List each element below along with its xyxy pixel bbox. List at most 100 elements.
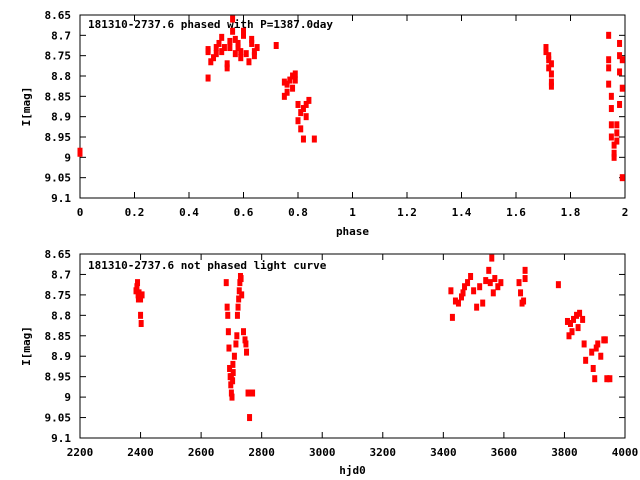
- unphased-data-point: [138, 320, 144, 328]
- unphased-data-point: [498, 279, 504, 287]
- unphased-x-tick-label: 3000: [309, 446, 336, 459]
- phased-data-point: [77, 149, 83, 157]
- phased-x-tick-label: 0: [77, 206, 84, 219]
- phased-y-tick-label: 9.1: [51, 192, 71, 205]
- unphased-data-point: [489, 254, 495, 262]
- unphased-x-tick-label: 4000: [612, 446, 639, 459]
- unphased-chart-title: 181310-2737.6 not phased light curve: [88, 259, 327, 272]
- unphased-data-point: [226, 344, 232, 352]
- unphased-data-point: [138, 295, 144, 303]
- phased-data-point: [232, 50, 238, 58]
- unphased-x-tick-label: 3600: [491, 446, 518, 459]
- unphased-data-point: [568, 320, 573, 328]
- phased-data-point: [251, 52, 257, 60]
- phased-data-point: [221, 44, 227, 52]
- unphased-x-tick-label: 3800: [551, 446, 578, 459]
- unphased-data-point: [575, 324, 581, 332]
- phased-data-point: [290, 84, 296, 92]
- unphased-data-point: [593, 344, 599, 352]
- unphased-data-point: [234, 311, 240, 319]
- unphased-data-point: [228, 389, 234, 397]
- unphased-data-point: [138, 311, 144, 319]
- phased-chart-title: 181310-2737.6 phased with P=1387.0day: [88, 18, 333, 31]
- unphased-x-axis-label: hjd0: [339, 464, 366, 477]
- phased-y-tick-label: 8.85: [45, 90, 72, 103]
- unphased-data-point: [236, 287, 242, 295]
- unphased-data-point: [555, 281, 561, 289]
- unphased-data-point: [468, 272, 474, 280]
- unphased-y-tick-label: 8.75: [45, 289, 72, 302]
- unphased-x-tick-label: 2800: [248, 446, 275, 459]
- phased-data-point: [292, 76, 298, 84]
- unphased-data-point: [225, 328, 231, 336]
- unphased-data-point: [448, 287, 454, 295]
- phased-y-tick-label: 8.7: [51, 29, 71, 42]
- phased-y-tick-label: 9.05: [45, 172, 72, 185]
- unphased-data-point: [231, 352, 237, 360]
- phased-data-point: [619, 84, 625, 92]
- phased-data-point: [546, 56, 552, 64]
- unphased-data-point: [480, 299, 486, 307]
- unphased-data-point: [474, 303, 480, 311]
- unphased-data-point: [516, 279, 522, 287]
- unphased-data-point: [243, 340, 249, 348]
- phased-x-tick-label: 0.2: [125, 206, 145, 219]
- phased-data-point: [614, 121, 620, 129]
- phased-data-point: [617, 52, 623, 60]
- phased-data-point: [243, 50, 249, 58]
- unphased-x-tick-label: 3400: [430, 446, 457, 459]
- unphased-data-point: [139, 291, 145, 299]
- unphased-data-point: [133, 287, 139, 295]
- unphased-x-tick-label: 2600: [188, 446, 215, 459]
- unphased-y-axis-label: I[mag]: [20, 326, 33, 366]
- phased-data-point: [608, 121, 614, 129]
- unphased-data-point: [245, 389, 251, 397]
- unphased-data-point: [455, 299, 461, 307]
- phased-data-point: [606, 31, 612, 39]
- unphased-plot-frame: [79, 253, 626, 439]
- phased-y-tick-label: 8.65: [45, 9, 72, 22]
- unphased-data-point: [227, 364, 233, 372]
- unphased-data-point: [233, 340, 239, 348]
- phased-data-point: [205, 46, 211, 54]
- phased-data-point: [543, 48, 549, 56]
- phased-data-point: [235, 44, 241, 52]
- phased-x-tick-label: 1.4: [452, 206, 472, 219]
- phased-data-point: [303, 113, 309, 121]
- unphased-y-tick-label: 8.9: [51, 350, 71, 363]
- phased-data-point: [548, 78, 554, 86]
- phased-data-point: [284, 88, 290, 96]
- unphased-data-points: [133, 254, 613, 422]
- phased-data-point: [281, 92, 287, 100]
- unphased-data-point: [477, 283, 483, 291]
- unphased-data-point: [235, 303, 241, 311]
- unphased-y-tick-label: 8.8: [51, 309, 71, 322]
- phased-data-point: [235, 39, 241, 47]
- unphased-x-tick-label: 3200: [370, 446, 397, 459]
- phased-data-point: [281, 78, 287, 86]
- unphased-data-point: [239, 291, 245, 299]
- unphased-data-point: [247, 414, 253, 422]
- unphased-data-point: [459, 293, 464, 301]
- phased-data-point: [617, 100, 623, 108]
- phased-data-point: [230, 27, 236, 35]
- unphased-data-point: [236, 295, 242, 303]
- unphased-data-point: [230, 360, 236, 368]
- phased-data-point: [219, 33, 225, 41]
- phased-data-point: [287, 76, 293, 84]
- phased-data-point: [298, 109, 304, 117]
- unphased-data-point: [244, 348, 250, 356]
- phased-data-point: [619, 56, 625, 64]
- phased-y-tick-label: 8.75: [45, 50, 72, 63]
- unphased-data-point: [483, 277, 489, 285]
- phased-data-point: [546, 52, 552, 60]
- phased-data-point: [213, 50, 219, 58]
- phased-data-point: [213, 44, 219, 52]
- unphased-data-point: [224, 303, 230, 311]
- phased-data-point: [606, 56, 612, 64]
- phased-data-point: [608, 105, 614, 113]
- phased-data-point: [619, 174, 625, 182]
- phased-data-point: [208, 58, 214, 66]
- unphased-data-point: [230, 369, 236, 377]
- unphased-data-point: [595, 340, 601, 348]
